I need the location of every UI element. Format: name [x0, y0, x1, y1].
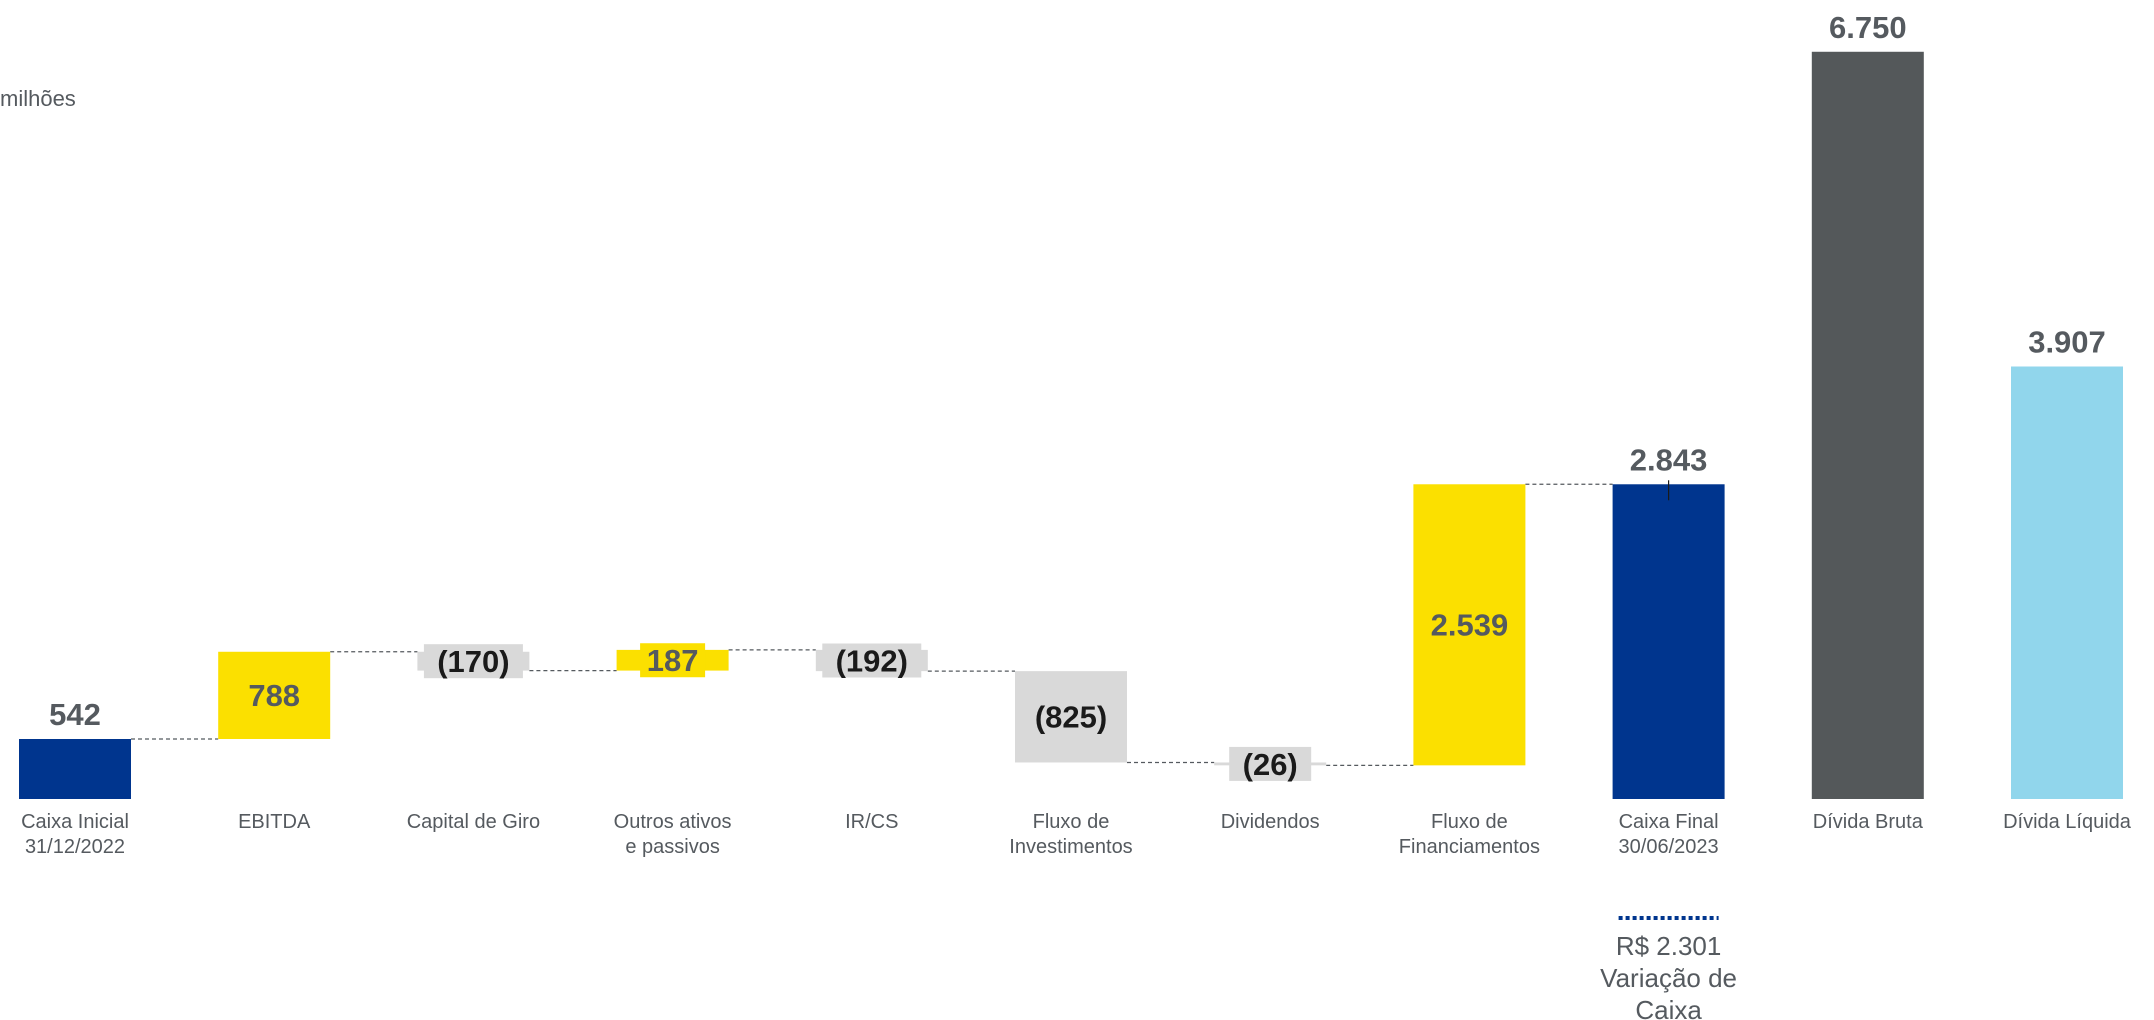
value-label-d-vida-l-quida: 3.907	[2028, 324, 2106, 359]
value-label-dividendos: (26)	[1243, 747, 1298, 782]
category-label-caixa-inicial-31-12-2022: Caixa Inicial	[21, 811, 129, 833]
category-label-fluxo-de-investimentos: Investimentos	[1009, 836, 1132, 858]
annotation-text: Caixa	[1635, 995, 1702, 1020]
category-label-fluxo-de-financiamentos: Fluxo de	[1431, 811, 1508, 833]
category-label-outros-ativos-e-passivos: Outros ativos	[614, 811, 732, 833]
value-label-ebitda: 788	[248, 678, 300, 713]
bar-caixa-inicial-31-12-2022	[19, 739, 131, 799]
category-label-caixa-final-30-06-2023: 30/06/2023	[1619, 836, 1719, 858]
bar-fluxo-de-investimentos	[1015, 671, 1127, 763]
value-label-outros-ativos-e-passivos: 187	[647, 643, 699, 678]
bar-ebitda	[218, 651, 331, 740]
category-label-d-vida-bruta: Dívida Bruta	[1813, 811, 1924, 833]
category-label-caixa-inicial-31-12-2022: 31/12/2022	[25, 836, 125, 858]
bar-caixa-final-30-06-2023	[1612, 484, 1725, 799]
value-label-capital-de-giro: (170)	[437, 644, 509, 679]
bar-d-vida-bruta	[1811, 51, 1924, 799]
bar-d-vida-l-quida	[2011, 366, 2123, 799]
value-label-caixa-final-30-06-2023: 2.843	[1630, 442, 1708, 477]
label-box-capital-de-giro	[423, 644, 523, 679]
category-label-dividendos: Dividendos	[1221, 811, 1320, 833]
category-label-capital-de-giro: Capital de Giro	[407, 811, 540, 833]
value-label-ir-cs: (192)	[836, 643, 908, 678]
label-box-dividendos	[1229, 746, 1312, 781]
value-label-fluxo-de-financiamentos: 2.539	[1431, 608, 1509, 643]
category-label-fluxo-de-financiamentos: Financiamentos	[1399, 836, 1540, 858]
label-box-outros-ativos-e-passivos	[640, 643, 706, 678]
bar-fluxo-de-financiamentos	[1413, 484, 1526, 766]
value-label-d-vida-bruta: 6.750	[1829, 10, 1907, 45]
category-label-caixa-final-30-06-2023: Caixa Final	[1619, 811, 1719, 833]
category-label-d-vida-l-quida: Dívida Líquida	[2003, 811, 2132, 833]
category-labels: Caixa Inicial 31/12/2022 EBITDA Capital de …	[21, 811, 2132, 858]
bars-group	[19, 51, 2123, 799]
connector-lines	[131, 483, 1613, 766]
category-label-fluxo-de-investimentos: Fluxo de	[1033, 811, 1110, 833]
category-label-ir-cs: IR/CS	[845, 811, 898, 833]
value-label-fluxo-de-investimentos: (825)	[1035, 700, 1107, 735]
label-box-ir-cs	[822, 643, 922, 678]
value-labels: 542 788 (170) 187 (192) (825) (26) 2.539 2.843 6.…	[49, 10, 2106, 782]
category-label-outros-ativos-e-passivos: e passivos	[625, 836, 720, 858]
unit-label: milhões	[0, 86, 76, 111]
annotation-text: Variação de	[1600, 963, 1737, 993]
category-label-ebitda: EBITDA	[238, 811, 311, 833]
annotation-text: R$ 2.301	[1616, 931, 1722, 961]
value-label-caixa-inicial-31-12-2022: 542	[49, 697, 101, 732]
